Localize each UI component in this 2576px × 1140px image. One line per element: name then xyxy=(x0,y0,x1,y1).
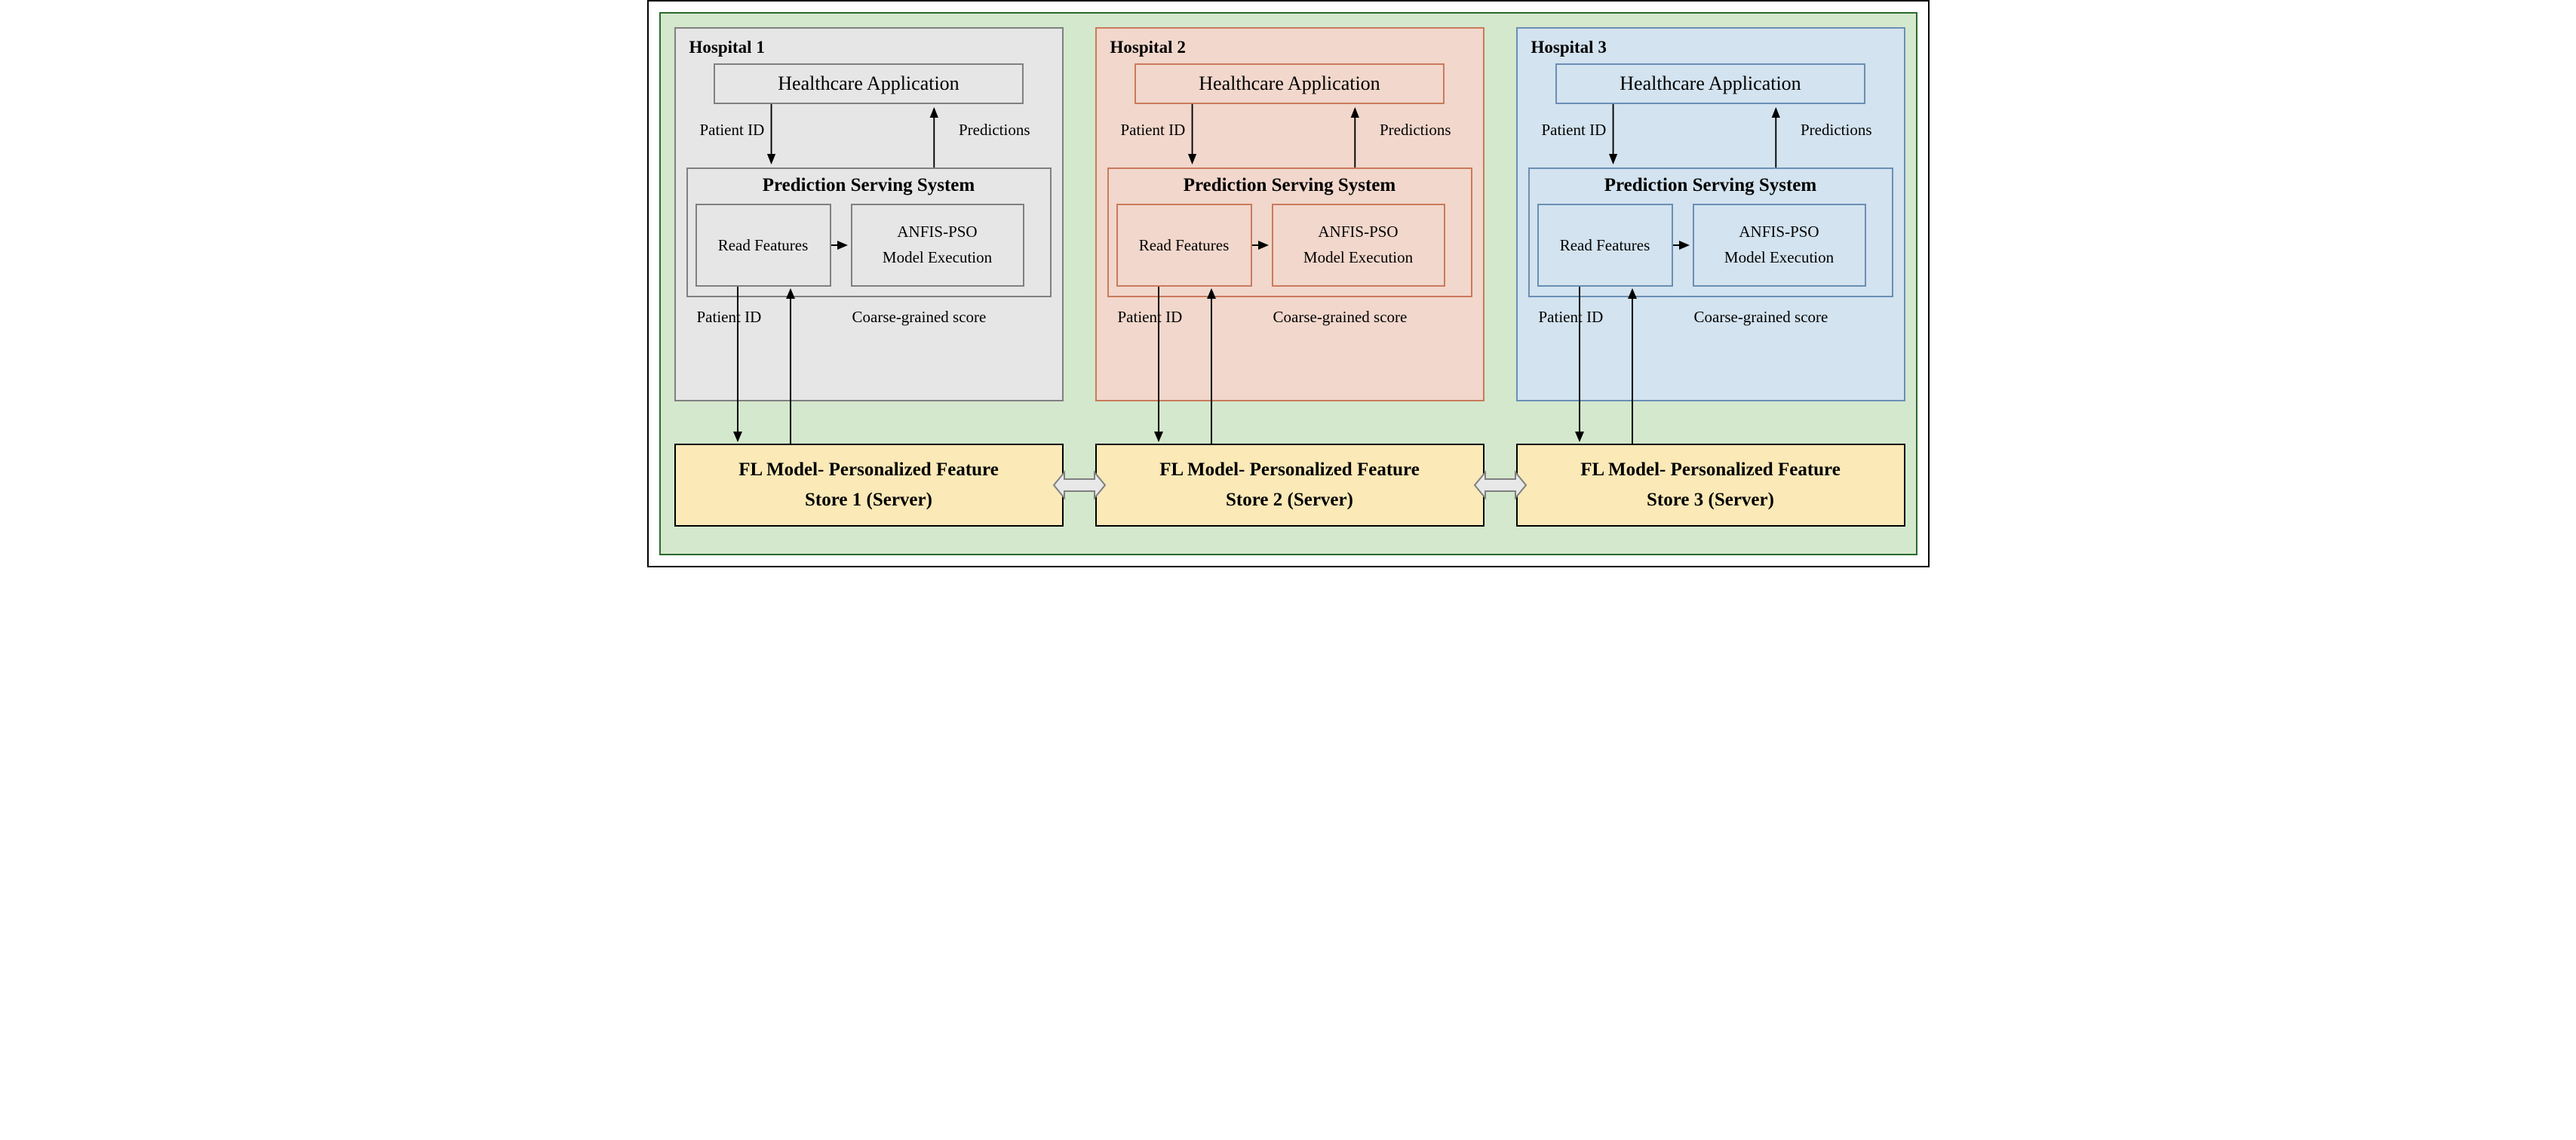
model-line2: Model Execution xyxy=(1724,245,1834,271)
diagram-canvas: Hospital 1Healthcare ApplicationPatient … xyxy=(659,12,1917,555)
pss-title: Prediction Serving System xyxy=(695,175,1042,196)
arrow-row-top: Patient ID Predictions xyxy=(686,104,1052,167)
feature-store-3: FL Model- Personalized FeatureStore 3 (S… xyxy=(1516,444,1905,527)
patient-id-label-top: Patient ID xyxy=(1542,121,1607,140)
patient-id-label-bottom: Patient ID xyxy=(1539,308,1604,327)
hospital-title: Hospital 1 xyxy=(689,38,1052,57)
arrow-row-bottom: Patient ID Coarse-grained score xyxy=(686,297,1052,335)
pss-title: Prediction Serving System xyxy=(1537,175,1884,196)
patient-id-label-top: Patient ID xyxy=(700,121,765,140)
hospital-title: Hospital 3 xyxy=(1531,38,1893,57)
read-features-box: Read Features xyxy=(695,204,831,287)
predictions-label: Predictions xyxy=(959,121,1030,140)
arrow-row-top: Patient ID Predictions xyxy=(1107,104,1472,167)
healthcare-application-box: Healthcare Application xyxy=(1134,63,1445,104)
hospital-2: Hospital 2Healthcare ApplicationPatient … xyxy=(1095,27,1485,401)
feature-store-2: FL Model- Personalized FeatureStore 2 (S… xyxy=(1095,444,1485,527)
model-execution-box: ANFIS-PSOModel Execution xyxy=(1693,204,1866,287)
read-features-box: Read Features xyxy=(1537,204,1673,287)
patient-id-label-top: Patient ID xyxy=(1121,121,1186,140)
store-line1: FL Model- Personalized Feature xyxy=(1097,455,1483,485)
store-line2: Store 1 (Server) xyxy=(676,485,1062,515)
healthcare-application-box: Healthcare Application xyxy=(714,63,1024,104)
model-line2: Model Execution xyxy=(883,245,992,271)
hospital-3: Hospital 3Healthcare ApplicationPatient … xyxy=(1516,27,1905,401)
prediction-serving-system: Prediction Serving SystemRead FeaturesAN… xyxy=(1107,167,1472,297)
store-line1: FL Model- Personalized Feature xyxy=(1518,455,1904,485)
hospital-1: Hospital 1Healthcare ApplicationPatient … xyxy=(674,27,1064,401)
store-line1: FL Model- Personalized Feature xyxy=(676,455,1062,485)
store-line2: Store 3 (Server) xyxy=(1518,485,1904,515)
arrow-row-bottom: Patient ID Coarse-grained score xyxy=(1528,297,1893,335)
model-line1: ANFIS-PSO xyxy=(1739,220,1819,245)
arrow-row-bottom: Patient ID Coarse-grained score xyxy=(1107,297,1472,335)
store-line2: Store 2 (Server) xyxy=(1097,485,1483,515)
coarse-grained-score-label: Coarse-grained score xyxy=(1694,308,1828,327)
coarse-grained-score-label: Coarse-grained score xyxy=(852,308,987,327)
hospital-title: Hospital 2 xyxy=(1110,38,1472,57)
predictions-label: Predictions xyxy=(1801,121,1872,140)
patient-id-label-bottom: Patient ID xyxy=(1118,308,1183,327)
prediction-serving-system: Prediction Serving SystemRead FeaturesAN… xyxy=(686,167,1052,297)
prediction-serving-system: Prediction Serving SystemRead FeaturesAN… xyxy=(1528,167,1893,297)
model-execution-box: ANFIS-PSOModel Execution xyxy=(851,204,1024,287)
model-line1: ANFIS-PSO xyxy=(1318,220,1398,245)
patient-id-label-bottom: Patient ID xyxy=(697,308,762,327)
read-features-box: Read Features xyxy=(1116,204,1252,287)
model-line1: ANFIS-PSO xyxy=(897,220,977,245)
healthcare-application-box: Healthcare Application xyxy=(1555,63,1865,104)
coarse-grained-score-label: Coarse-grained score xyxy=(1273,308,1408,327)
pss-title: Prediction Serving System xyxy=(1116,175,1463,196)
arrow-row-top: Patient ID Predictions xyxy=(1528,104,1893,167)
feature-store-1: FL Model- Personalized FeatureStore 1 (S… xyxy=(674,444,1064,527)
predictions-label: Predictions xyxy=(1380,121,1451,140)
model-execution-box: ANFIS-PSOModel Execution xyxy=(1272,204,1445,287)
model-line2: Model Execution xyxy=(1303,245,1413,271)
